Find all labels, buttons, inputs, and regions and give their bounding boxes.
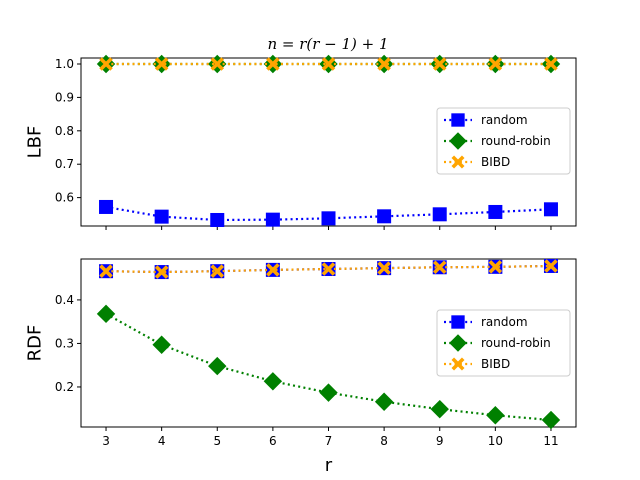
legend-entry: BIBD xyxy=(444,357,510,371)
data-point xyxy=(210,264,225,278)
data-point xyxy=(432,207,447,222)
series-round-robin xyxy=(96,304,561,430)
legend-entry: round-robin xyxy=(444,132,551,150)
data-point xyxy=(374,392,394,411)
legend-entry: random xyxy=(444,315,528,329)
x-tick-label: 6 xyxy=(269,434,277,448)
data-point xyxy=(266,263,280,277)
legend-marker xyxy=(451,357,465,371)
data-point xyxy=(154,57,169,71)
data-point xyxy=(488,204,503,219)
legend-marker xyxy=(451,315,465,329)
data-point xyxy=(208,356,227,376)
series-BIBD xyxy=(99,57,558,71)
legend-box xyxy=(436,309,571,377)
x-tick-label: 4 xyxy=(158,434,166,448)
data-point xyxy=(321,262,336,276)
data-point xyxy=(321,211,336,226)
legend-box xyxy=(436,107,571,175)
data-point xyxy=(154,265,169,279)
data-point xyxy=(377,57,391,71)
data-point xyxy=(377,261,391,275)
rdf-panel: 0.2 0.3 0.4 3 4 5 6 7 8 9 10 11 RDF r random round-robi… xyxy=(24,258,577,476)
data-point xyxy=(488,260,503,274)
data-point xyxy=(486,406,505,425)
x-tick-label: 8 xyxy=(380,434,388,448)
x-tick-label: 5 xyxy=(213,434,221,448)
legend-marker xyxy=(449,132,467,150)
x-tick-label: 3 xyxy=(102,434,110,448)
legend: random round-robin BIBD xyxy=(436,107,571,175)
legend-entry: random xyxy=(444,113,528,127)
data-point xyxy=(263,372,283,391)
data-point xyxy=(265,212,280,227)
data-point xyxy=(99,199,114,214)
legend-marker xyxy=(451,113,465,127)
y-tick-label: 0.9 xyxy=(55,90,74,104)
data-point xyxy=(210,212,225,227)
legend-label: random xyxy=(481,113,528,127)
data-point xyxy=(99,57,113,71)
x-axis-label: r xyxy=(325,455,333,476)
data-point xyxy=(488,57,503,71)
legend-label: BIBD xyxy=(481,155,510,169)
legend-marker xyxy=(451,155,465,169)
x-tick-label: 10 xyxy=(488,434,503,448)
y-tick-label: 0.2 xyxy=(55,380,74,394)
data-point xyxy=(544,259,558,273)
x-tick-label: 9 xyxy=(436,434,444,448)
data-point xyxy=(543,202,558,217)
data-point xyxy=(541,410,561,430)
data-point xyxy=(96,304,116,324)
legend-marker xyxy=(449,334,467,352)
data-point xyxy=(154,209,169,224)
y-tick-label: 0.4 xyxy=(55,293,74,307)
lbf-panel: 0.6 0.7 0.8 0.9 1.0 LBF random round-robin BIBD xyxy=(24,54,577,230)
data-point xyxy=(544,57,558,71)
legend-label: round-robin xyxy=(481,336,551,350)
y-tick-label: 0.3 xyxy=(55,336,74,350)
data-point xyxy=(210,57,225,71)
y-tick-label: 0.7 xyxy=(55,157,74,171)
legend-label: random xyxy=(481,315,528,329)
data-point xyxy=(152,335,171,354)
legend-label: round-robin xyxy=(481,134,551,148)
y-axis-label: RDF xyxy=(24,325,45,362)
data-point xyxy=(430,399,449,419)
y-axis-label: LBF xyxy=(24,126,45,159)
series-random xyxy=(99,199,558,227)
series-BIBD xyxy=(99,259,558,279)
legend-entry: round-robin xyxy=(444,334,551,352)
figure-title: n = r(r − 1) + 1 xyxy=(267,35,388,53)
x-tick-label: 7 xyxy=(325,434,333,448)
x-tick-label: 11 xyxy=(543,434,558,448)
legend: random round-robin BIBD xyxy=(436,309,571,377)
data-point xyxy=(266,57,280,71)
data-point xyxy=(432,260,447,275)
data-point xyxy=(99,264,113,278)
legend-entry: BIBD xyxy=(444,155,510,169)
data-point xyxy=(432,57,447,71)
series-line xyxy=(105,312,552,422)
data-point xyxy=(321,57,336,71)
legend-label: BIBD xyxy=(481,357,510,371)
y-tick-label: 0.6 xyxy=(55,191,74,205)
data-point xyxy=(319,383,338,402)
y-tick-label: 1.0 xyxy=(55,57,74,71)
y-tick-label: 0.8 xyxy=(55,124,74,138)
data-point xyxy=(377,209,392,224)
